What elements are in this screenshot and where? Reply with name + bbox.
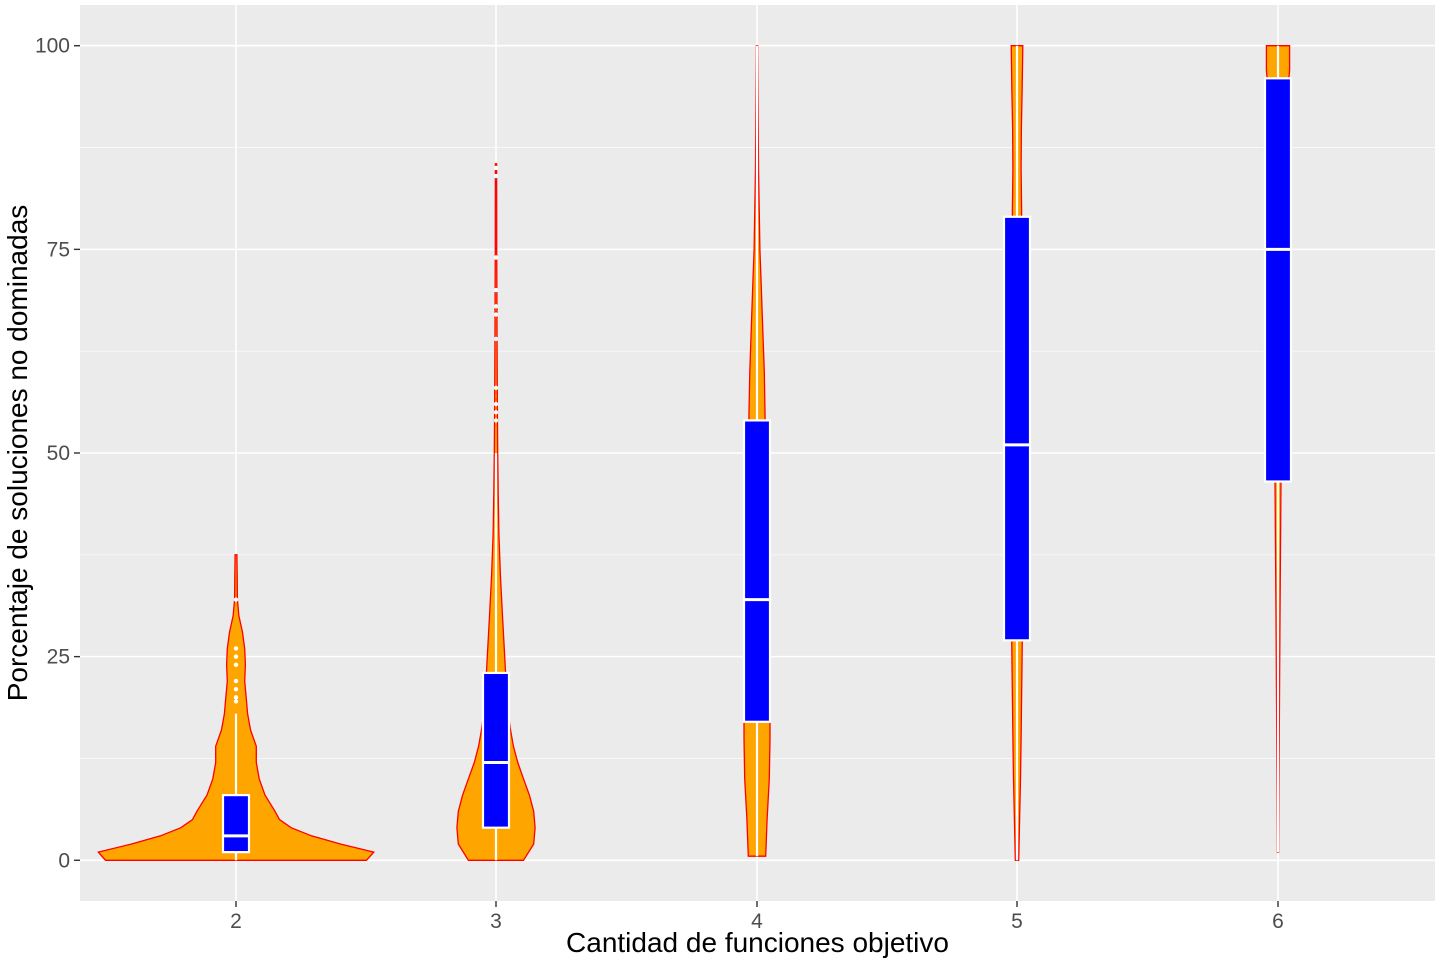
outlier-point xyxy=(493,385,499,391)
outlier-point xyxy=(493,165,499,171)
x-tick-label: 6 xyxy=(1272,910,1284,933)
outlier-point xyxy=(493,312,499,317)
x-axis-title: Cantidad de funciones objetivo xyxy=(566,927,949,958)
y-axis: 0 25 50 75 100 xyxy=(35,35,80,872)
y-tick-label: 50 xyxy=(47,442,70,465)
outlier-point xyxy=(493,401,499,407)
x-tick-label: 2 xyxy=(230,910,242,933)
outlier-point xyxy=(233,678,239,684)
outlier-point xyxy=(233,597,239,602)
box-iqr xyxy=(1002,215,1032,642)
x-tick-label: 4 xyxy=(751,910,763,933)
outlier-point xyxy=(233,662,239,667)
violin-group-5 xyxy=(1002,45,1032,861)
x-tick-label: 5 xyxy=(1011,910,1023,933)
outlier-point xyxy=(233,699,239,704)
x-axis: 2 3 4 5 6 xyxy=(230,901,1284,933)
y-tick-label: 25 xyxy=(47,646,70,669)
outlier-point xyxy=(233,646,239,651)
outlier-point xyxy=(493,304,499,309)
box-iqr xyxy=(221,794,251,854)
violin-layer xyxy=(97,45,1293,861)
violin-shape xyxy=(97,554,376,861)
outlier-point xyxy=(493,410,499,415)
y-tick-label: 100 xyxy=(35,35,70,58)
violin-group-4 xyxy=(742,45,772,857)
y-tick-label: 0 xyxy=(58,849,70,872)
violin-group-6 xyxy=(1263,45,1293,853)
outlier-point xyxy=(233,695,239,700)
outlier-point xyxy=(493,336,499,342)
outlier-point xyxy=(493,255,499,260)
box-iqr xyxy=(481,671,511,829)
x-tick-label: 3 xyxy=(490,910,502,933)
outlier-point xyxy=(493,287,499,293)
outlier-point xyxy=(493,418,499,423)
violin-group-3 xyxy=(456,163,536,861)
violin-group-2 xyxy=(97,554,376,861)
outlier-point xyxy=(493,173,499,179)
box-iqr xyxy=(1263,77,1293,483)
outlier-point xyxy=(233,654,239,659)
y-axis-title: Porcentaje de soluciones no dominadas xyxy=(2,205,33,702)
y-tick-label: 75 xyxy=(47,238,70,261)
box-iqr xyxy=(742,419,772,723)
outlier-point xyxy=(233,687,239,692)
